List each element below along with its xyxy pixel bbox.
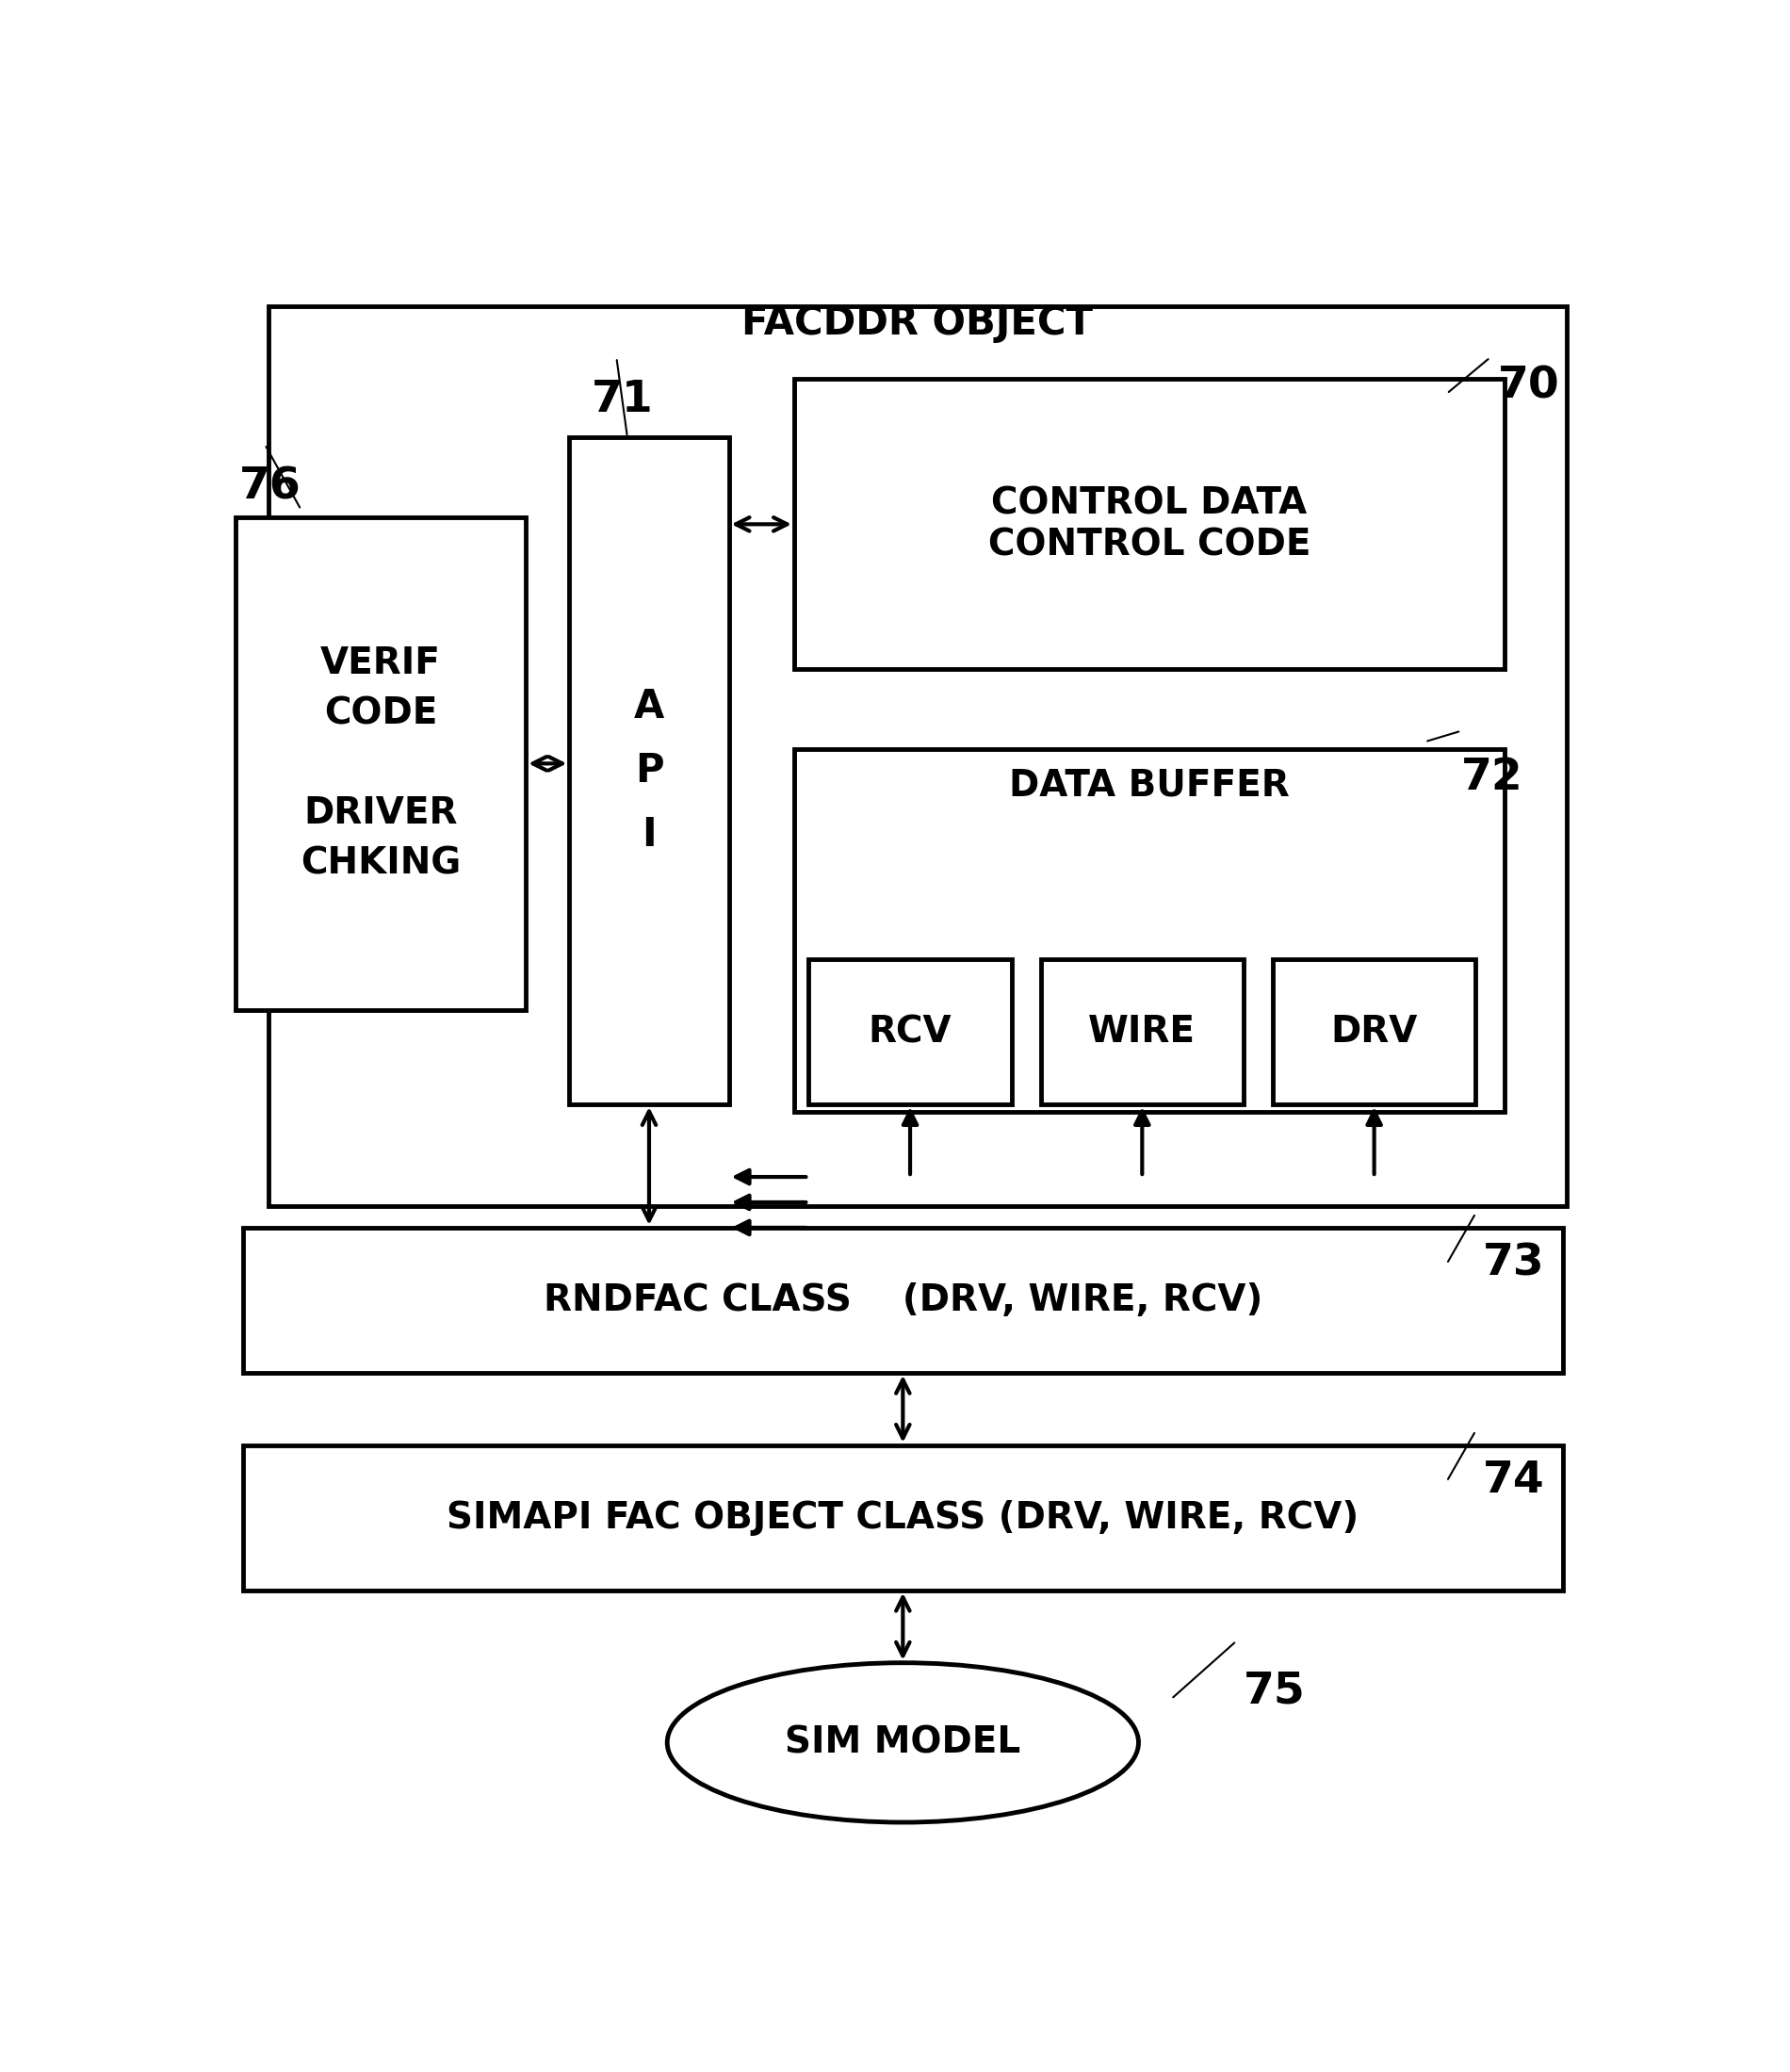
Bar bbox=[569, 437, 729, 1104]
Text: 75: 75 bbox=[1244, 1670, 1305, 1711]
Bar bbox=[795, 379, 1505, 669]
Bar bbox=[795, 748, 1505, 1111]
Bar bbox=[243, 1446, 1563, 1591]
Text: RCV: RCV bbox=[868, 1013, 952, 1051]
Text: A
P
I: A P I bbox=[634, 686, 664, 856]
Text: DRV: DRV bbox=[1330, 1013, 1418, 1051]
Text: VERIF
CODE

DRIVER
CHKING: VERIF CODE DRIVER CHKING bbox=[301, 646, 462, 881]
Bar bbox=[268, 307, 1566, 1206]
Bar bbox=[809, 959, 1011, 1104]
Ellipse shape bbox=[668, 1662, 1138, 1823]
Text: 72: 72 bbox=[1461, 756, 1523, 798]
Text: 73: 73 bbox=[1482, 1241, 1545, 1285]
Bar bbox=[1040, 959, 1244, 1104]
Text: FACDDR OBJECT: FACDDR OBJECT bbox=[741, 303, 1094, 342]
Text: 74: 74 bbox=[1482, 1459, 1545, 1502]
Text: 70: 70 bbox=[1498, 365, 1559, 406]
Text: SIMAPI FAC OBJECT CLASS (DRV, WIRE, RCV): SIMAPI FAC OBJECT CLASS (DRV, WIRE, RCV) bbox=[448, 1500, 1359, 1535]
Text: 71: 71 bbox=[591, 379, 653, 421]
Text: WIRE: WIRE bbox=[1088, 1013, 1196, 1051]
Bar bbox=[243, 1227, 1563, 1372]
Bar bbox=[236, 516, 526, 1009]
Text: DATA BUFFER: DATA BUFFER bbox=[1010, 767, 1289, 804]
Text: SIM MODEL: SIM MODEL bbox=[786, 1724, 1020, 1761]
Bar bbox=[1273, 959, 1475, 1104]
Text: CONTROL DATA
CONTROL CODE: CONTROL DATA CONTROL CODE bbox=[988, 485, 1310, 564]
Text: RNDFAC CLASS    (DRV, WIRE, RCV): RNDFAC CLASS (DRV, WIRE, RCV) bbox=[544, 1283, 1262, 1318]
Text: 76: 76 bbox=[240, 466, 301, 508]
